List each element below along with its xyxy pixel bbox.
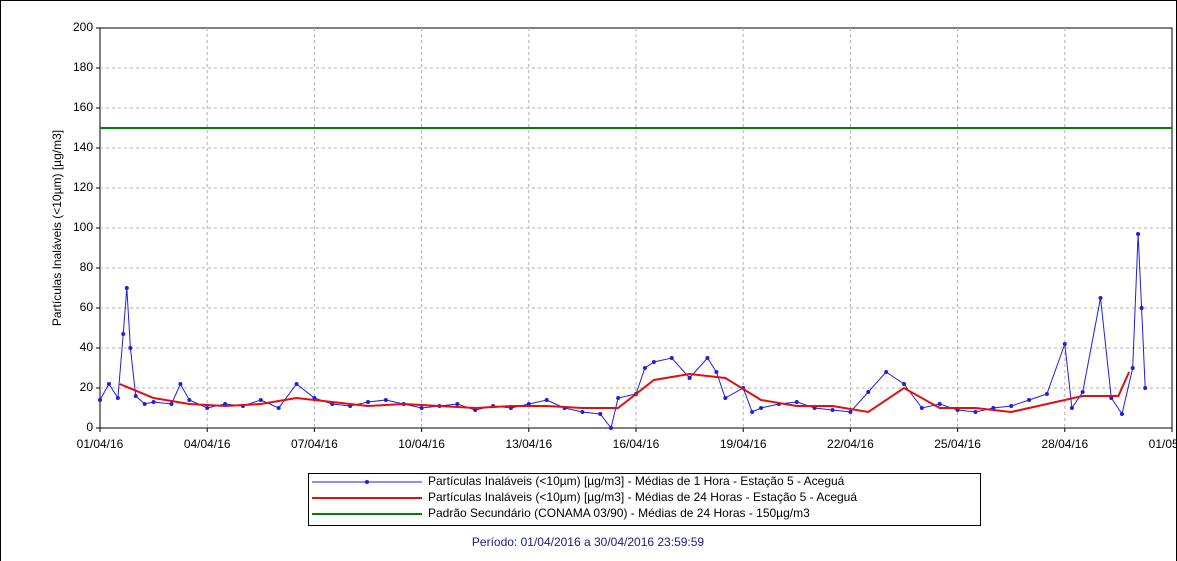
- y-tick-label: 60: [80, 300, 94, 314]
- data-point: [884, 370, 889, 374]
- y-tick-label: 80: [80, 260, 94, 274]
- y-tick-label: 20: [80, 380, 94, 394]
- y-tick-label: 40: [80, 340, 94, 354]
- data-point: [383, 398, 388, 402]
- x-tick-label: 01/05/16: [1149, 437, 1177, 451]
- x-tick-label: 22/04/16: [827, 437, 874, 451]
- data-point: [455, 402, 460, 406]
- data-point: [794, 400, 799, 404]
- footnote: Período: 01/04/2016 a 30/04/2016 23:59:5…: [472, 535, 705, 549]
- legend-label: Partículas Inaláveis (<10µm) [µg/m3] - M…: [428, 474, 845, 488]
- y-tick-label: 180: [73, 60, 93, 74]
- data-point: [687, 376, 692, 380]
- data-point: [1119, 412, 1124, 416]
- y-tick-label: 200: [73, 20, 93, 34]
- data-point: [973, 410, 978, 414]
- data-point: [608, 426, 613, 430]
- x-tick-label: 10/04/16: [398, 437, 445, 451]
- series-line: [119, 371, 1131, 414]
- data-point: [1069, 406, 1074, 410]
- data-point: [366, 400, 370, 404]
- data-point: [205, 406, 210, 410]
- data-point: [866, 390, 871, 394]
- data-point: [128, 346, 133, 350]
- y-tick-label: 160: [73, 100, 93, 114]
- data-point: [169, 402, 174, 406]
- data-point: [848, 410, 853, 414]
- data-point: [98, 398, 102, 402]
- data-point: [106, 382, 111, 386]
- data-point: [1044, 392, 1049, 396]
- data-point: [473, 408, 478, 412]
- legend-marker: [365, 480, 369, 484]
- legend-label: Padrão Secundário (CONAMA 03/90) - Média…: [428, 506, 810, 520]
- data-point: [750, 410, 755, 414]
- x-tick-label: 28/04/16: [1041, 437, 1088, 451]
- data-point: [544, 398, 549, 402]
- x-tick-label: 25/04/16: [934, 437, 981, 451]
- y-axis-label: Partículas Inaláveis (<10µm) [µg/m3]: [50, 130, 64, 326]
- data-point: [830, 408, 835, 412]
- data-point: [1098, 296, 1103, 300]
- data-point: [580, 410, 585, 414]
- data-point: [124, 286, 129, 290]
- data-point: [1009, 404, 1014, 408]
- data-point: [1027, 398, 1032, 402]
- y-tick-label: 120: [73, 180, 93, 194]
- data-point: [937, 402, 942, 406]
- x-tick-label: 07/04/16: [291, 437, 338, 451]
- x-tick-label: 19/04/16: [720, 437, 767, 451]
- legend-label: Partículas Inaláveis (<10µm) [µg/m3] - M…: [428, 490, 857, 504]
- x-tick-label: 01/04/16: [77, 437, 124, 451]
- data-point: [1130, 366, 1135, 370]
- data-point: [598, 412, 603, 416]
- y-tick-label: 140: [73, 140, 93, 154]
- x-tick-label: 04/04/16: [184, 437, 231, 451]
- data-point: [187, 398, 192, 402]
- data-point: [142, 402, 147, 406]
- data-point: [759, 406, 764, 410]
- series-line: [99, 233, 1146, 430]
- y-tick-label: 0: [86, 420, 93, 434]
- data-point: [669, 356, 674, 360]
- data-point: [1080, 390, 1085, 394]
- data-point: [258, 398, 263, 402]
- data-point: [705, 356, 710, 360]
- data-point: [651, 360, 656, 364]
- data-point: [723, 396, 728, 400]
- y-tick-label: 100: [73, 220, 93, 234]
- data-point: [919, 406, 924, 410]
- data-point: [1139, 306, 1144, 310]
- data-point: [133, 394, 138, 398]
- data-point: [616, 396, 621, 400]
- data-point: [178, 382, 183, 386]
- x-tick-label: 16/04/16: [613, 437, 660, 451]
- data-point: [294, 382, 299, 386]
- data-point: [115, 396, 120, 400]
- data-point: [151, 400, 156, 404]
- data-point: [276, 406, 281, 410]
- data-point: [419, 406, 424, 410]
- data-point: [714, 370, 719, 374]
- data-point: [642, 366, 647, 370]
- data-point: [1143, 386, 1148, 390]
- data-point: [1062, 342, 1067, 346]
- x-tick-label: 13/04/16: [505, 437, 552, 451]
- data-point: [121, 332, 126, 336]
- data-point: [1136, 232, 1141, 236]
- data-point: [902, 382, 906, 386]
